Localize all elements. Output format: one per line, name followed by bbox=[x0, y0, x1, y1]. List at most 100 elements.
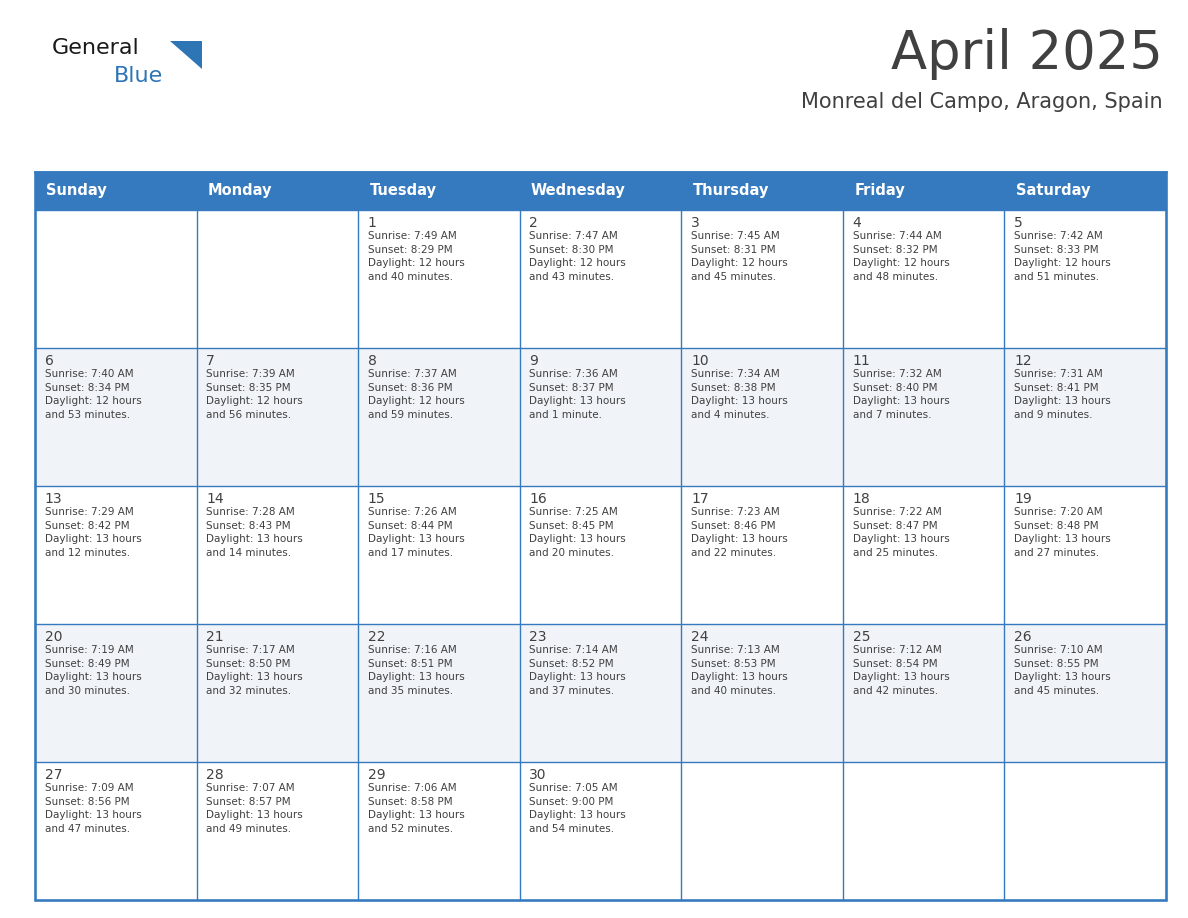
Text: Sunrise: 7:26 AM
Sunset: 8:44 PM
Daylight: 13 hours
and 17 minutes.: Sunrise: 7:26 AM Sunset: 8:44 PM Dayligh… bbox=[368, 507, 465, 558]
Bar bbox=[358, 172, 519, 210]
Text: Sunrise: 7:37 AM
Sunset: 8:36 PM
Daylight: 12 hours
and 59 minutes.: Sunrise: 7:37 AM Sunset: 8:36 PM Dayligh… bbox=[368, 369, 465, 420]
Text: Sunrise: 7:10 AM
Sunset: 8:55 PM
Daylight: 13 hours
and 45 minutes.: Sunrise: 7:10 AM Sunset: 8:55 PM Dayligh… bbox=[1015, 645, 1111, 696]
Bar bbox=[519, 210, 681, 348]
Text: 27: 27 bbox=[45, 768, 62, 782]
Text: 18: 18 bbox=[853, 492, 871, 506]
Text: Sunrise: 7:39 AM
Sunset: 8:35 PM
Daylight: 12 hours
and 56 minutes.: Sunrise: 7:39 AM Sunset: 8:35 PM Dayligh… bbox=[207, 369, 303, 420]
Text: 6: 6 bbox=[45, 354, 53, 368]
Text: Sunrise: 7:12 AM
Sunset: 8:54 PM
Daylight: 13 hours
and 42 minutes.: Sunrise: 7:12 AM Sunset: 8:54 PM Dayligh… bbox=[853, 645, 949, 696]
Text: Sunrise: 7:40 AM
Sunset: 8:34 PM
Daylight: 12 hours
and 53 minutes.: Sunrise: 7:40 AM Sunset: 8:34 PM Dayligh… bbox=[45, 369, 141, 420]
Bar bbox=[681, 172, 842, 210]
Text: Sunrise: 7:28 AM
Sunset: 8:43 PM
Daylight: 13 hours
and 14 minutes.: Sunrise: 7:28 AM Sunset: 8:43 PM Dayligh… bbox=[207, 507, 303, 558]
Bar bbox=[196, 348, 358, 486]
Text: 30: 30 bbox=[530, 768, 546, 782]
Bar bbox=[681, 210, 842, 348]
Text: Sunrise: 7:14 AM
Sunset: 8:52 PM
Daylight: 13 hours
and 37 minutes.: Sunrise: 7:14 AM Sunset: 8:52 PM Dayligh… bbox=[530, 645, 626, 696]
Text: Monreal del Campo, Aragon, Spain: Monreal del Campo, Aragon, Spain bbox=[802, 92, 1163, 112]
Bar bbox=[196, 762, 358, 900]
Bar bbox=[519, 624, 681, 762]
Bar bbox=[681, 624, 842, 762]
Text: 26: 26 bbox=[1015, 630, 1031, 644]
Bar bbox=[34, 348, 196, 486]
Bar bbox=[358, 486, 519, 624]
Bar bbox=[34, 486, 196, 624]
Text: 16: 16 bbox=[530, 492, 548, 506]
Text: Sunrise: 7:20 AM
Sunset: 8:48 PM
Daylight: 13 hours
and 27 minutes.: Sunrise: 7:20 AM Sunset: 8:48 PM Dayligh… bbox=[1015, 507, 1111, 558]
Text: Sunrise: 7:31 AM
Sunset: 8:41 PM
Daylight: 13 hours
and 9 minutes.: Sunrise: 7:31 AM Sunset: 8:41 PM Dayligh… bbox=[1015, 369, 1111, 420]
Bar bbox=[358, 210, 519, 348]
Text: 17: 17 bbox=[691, 492, 708, 506]
Text: 3: 3 bbox=[691, 216, 700, 230]
Text: Thursday: Thursday bbox=[693, 184, 769, 198]
Bar bbox=[34, 172, 1165, 900]
Text: Saturday: Saturday bbox=[1016, 184, 1091, 198]
Text: 29: 29 bbox=[368, 768, 385, 782]
Text: Sunrise: 7:47 AM
Sunset: 8:30 PM
Daylight: 12 hours
and 43 minutes.: Sunrise: 7:47 AM Sunset: 8:30 PM Dayligh… bbox=[530, 231, 626, 282]
Bar bbox=[842, 762, 1004, 900]
Bar bbox=[1004, 486, 1165, 624]
Bar bbox=[519, 348, 681, 486]
Bar bbox=[1004, 348, 1165, 486]
Text: Sunrise: 7:34 AM
Sunset: 8:38 PM
Daylight: 13 hours
and 4 minutes.: Sunrise: 7:34 AM Sunset: 8:38 PM Dayligh… bbox=[691, 369, 788, 420]
Text: 15: 15 bbox=[368, 492, 385, 506]
Bar bbox=[519, 172, 681, 210]
Text: 28: 28 bbox=[207, 768, 223, 782]
Text: 1: 1 bbox=[368, 216, 377, 230]
Bar bbox=[196, 172, 358, 210]
Text: Sunrise: 7:49 AM
Sunset: 8:29 PM
Daylight: 12 hours
and 40 minutes.: Sunrise: 7:49 AM Sunset: 8:29 PM Dayligh… bbox=[368, 231, 465, 282]
Text: Sunrise: 7:05 AM
Sunset: 9:00 PM
Daylight: 13 hours
and 54 minutes.: Sunrise: 7:05 AM Sunset: 9:00 PM Dayligh… bbox=[530, 783, 626, 834]
Bar bbox=[842, 172, 1004, 210]
Bar bbox=[519, 486, 681, 624]
Text: Sunrise: 7:07 AM
Sunset: 8:57 PM
Daylight: 13 hours
and 49 minutes.: Sunrise: 7:07 AM Sunset: 8:57 PM Dayligh… bbox=[207, 783, 303, 834]
Text: Blue: Blue bbox=[114, 66, 163, 86]
Text: 23: 23 bbox=[530, 630, 546, 644]
Text: Sunrise: 7:42 AM
Sunset: 8:33 PM
Daylight: 12 hours
and 51 minutes.: Sunrise: 7:42 AM Sunset: 8:33 PM Dayligh… bbox=[1015, 231, 1111, 282]
Text: Sunrise: 7:29 AM
Sunset: 8:42 PM
Daylight: 13 hours
and 12 minutes.: Sunrise: 7:29 AM Sunset: 8:42 PM Dayligh… bbox=[45, 507, 141, 558]
Bar bbox=[34, 762, 196, 900]
Text: 22: 22 bbox=[368, 630, 385, 644]
Bar bbox=[196, 624, 358, 762]
Text: Sunrise: 7:06 AM
Sunset: 8:58 PM
Daylight: 13 hours
and 52 minutes.: Sunrise: 7:06 AM Sunset: 8:58 PM Dayligh… bbox=[368, 783, 465, 834]
Bar bbox=[842, 348, 1004, 486]
Bar bbox=[358, 624, 519, 762]
Bar bbox=[34, 172, 196, 210]
Bar bbox=[1004, 762, 1165, 900]
Text: Sunrise: 7:17 AM
Sunset: 8:50 PM
Daylight: 13 hours
and 32 minutes.: Sunrise: 7:17 AM Sunset: 8:50 PM Dayligh… bbox=[207, 645, 303, 696]
Text: 10: 10 bbox=[691, 354, 708, 368]
Text: 11: 11 bbox=[853, 354, 871, 368]
Text: Sunrise: 7:45 AM
Sunset: 8:31 PM
Daylight: 12 hours
and 45 minutes.: Sunrise: 7:45 AM Sunset: 8:31 PM Dayligh… bbox=[691, 231, 788, 282]
Text: Sunrise: 7:23 AM
Sunset: 8:46 PM
Daylight: 13 hours
and 22 minutes.: Sunrise: 7:23 AM Sunset: 8:46 PM Dayligh… bbox=[691, 507, 788, 558]
Polygon shape bbox=[170, 41, 202, 69]
Text: Sunrise: 7:19 AM
Sunset: 8:49 PM
Daylight: 13 hours
and 30 minutes.: Sunrise: 7:19 AM Sunset: 8:49 PM Dayligh… bbox=[45, 645, 141, 696]
Text: 7: 7 bbox=[207, 354, 215, 368]
Bar bbox=[196, 486, 358, 624]
Bar bbox=[842, 624, 1004, 762]
Text: 5: 5 bbox=[1015, 216, 1023, 230]
Bar bbox=[1004, 210, 1165, 348]
Bar bbox=[519, 762, 681, 900]
Text: 19: 19 bbox=[1015, 492, 1032, 506]
Text: Sunrise: 7:09 AM
Sunset: 8:56 PM
Daylight: 13 hours
and 47 minutes.: Sunrise: 7:09 AM Sunset: 8:56 PM Dayligh… bbox=[45, 783, 141, 834]
Text: Tuesday: Tuesday bbox=[369, 184, 436, 198]
Text: 4: 4 bbox=[853, 216, 861, 230]
Text: Sunrise: 7:16 AM
Sunset: 8:51 PM
Daylight: 13 hours
and 35 minutes.: Sunrise: 7:16 AM Sunset: 8:51 PM Dayligh… bbox=[368, 645, 465, 696]
Bar bbox=[681, 348, 842, 486]
Bar bbox=[1004, 624, 1165, 762]
Text: Wednesday: Wednesday bbox=[531, 184, 626, 198]
Bar bbox=[196, 210, 358, 348]
Text: Sunrise: 7:13 AM
Sunset: 8:53 PM
Daylight: 13 hours
and 40 minutes.: Sunrise: 7:13 AM Sunset: 8:53 PM Dayligh… bbox=[691, 645, 788, 696]
Text: Sunrise: 7:36 AM
Sunset: 8:37 PM
Daylight: 13 hours
and 1 minute.: Sunrise: 7:36 AM Sunset: 8:37 PM Dayligh… bbox=[530, 369, 626, 420]
Bar bbox=[34, 210, 196, 348]
Bar bbox=[681, 486, 842, 624]
Bar bbox=[842, 486, 1004, 624]
Text: 14: 14 bbox=[207, 492, 223, 506]
Text: Sunday: Sunday bbox=[46, 184, 107, 198]
Text: 24: 24 bbox=[691, 630, 708, 644]
Text: Sunrise: 7:25 AM
Sunset: 8:45 PM
Daylight: 13 hours
and 20 minutes.: Sunrise: 7:25 AM Sunset: 8:45 PM Dayligh… bbox=[530, 507, 626, 558]
Text: 20: 20 bbox=[45, 630, 62, 644]
Text: Sunrise: 7:44 AM
Sunset: 8:32 PM
Daylight: 12 hours
and 48 minutes.: Sunrise: 7:44 AM Sunset: 8:32 PM Dayligh… bbox=[853, 231, 949, 282]
Bar bbox=[842, 210, 1004, 348]
Bar bbox=[358, 762, 519, 900]
Text: April 2025: April 2025 bbox=[891, 28, 1163, 80]
Text: 2: 2 bbox=[530, 216, 538, 230]
